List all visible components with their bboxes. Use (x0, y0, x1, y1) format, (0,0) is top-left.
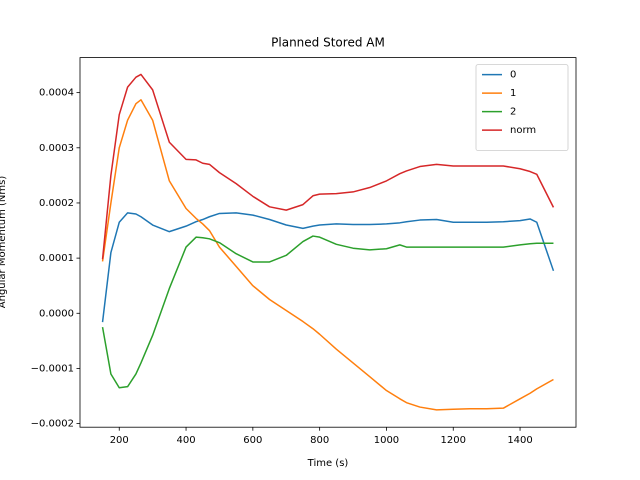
legend-label: norm (510, 125, 536, 136)
legend-label: 1 (510, 88, 516, 99)
y-axis-label: Angular Momentum (Nms) (0, 176, 8, 309)
legend-label: 0 (510, 70, 516, 81)
y-tick-label: 0.0001 (39, 253, 74, 264)
x-tick-label: 1200 (441, 435, 466, 446)
y-tick-label: 0.0003 (39, 143, 74, 154)
y-tick-label: −0.0001 (31, 363, 74, 374)
series-line (101, 73, 555, 260)
x-tick-label: 200 (110, 435, 129, 446)
x-axis-label: Time (s) (307, 458, 349, 469)
x-tick-label: 800 (310, 435, 329, 446)
legend-label: 2 (510, 107, 516, 118)
series-line (101, 212, 555, 323)
x-tick-label: 400 (177, 435, 196, 446)
plot-frame (79, 57, 577, 428)
y-tick-label: 0.0004 (39, 88, 74, 99)
y-tick-label: 0.0002 (39, 198, 74, 209)
y-tick-label: 0.0000 (39, 308, 74, 319)
series-line (101, 99, 554, 411)
series-line (101, 235, 554, 389)
legend-box (475, 64, 569, 151)
x-tick-label: 1400 (507, 435, 532, 446)
y-tick-label: −0.0002 (31, 419, 74, 430)
chart-title: Planned Stored AM (271, 36, 385, 50)
x-tick-label: 600 (243, 435, 262, 446)
x-tick-label: 1000 (374, 435, 399, 446)
